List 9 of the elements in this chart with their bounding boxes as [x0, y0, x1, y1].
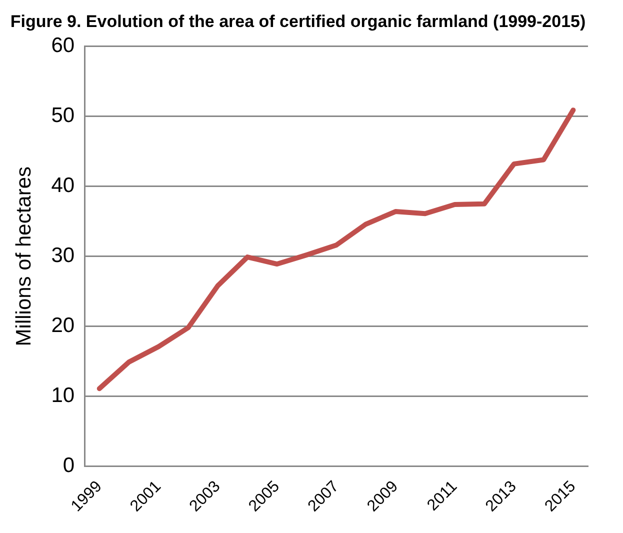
y-tick-label: 30 [51, 244, 75, 268]
y-tick-label: 0 [62, 454, 75, 478]
y-tick-label: 60 [51, 34, 75, 58]
y-axis-title: Millions of hectares [12, 166, 36, 346]
y-tick-label: 50 [51, 104, 75, 128]
chart-title: Figure 9. Evolution of the area of certified organic farmland (1999-2015) [10, 12, 586, 31]
y-tick-label: 40 [51, 174, 75, 198]
y-tick-label: 10 [51, 384, 75, 408]
y-tick-label: 20 [51, 314, 75, 338]
